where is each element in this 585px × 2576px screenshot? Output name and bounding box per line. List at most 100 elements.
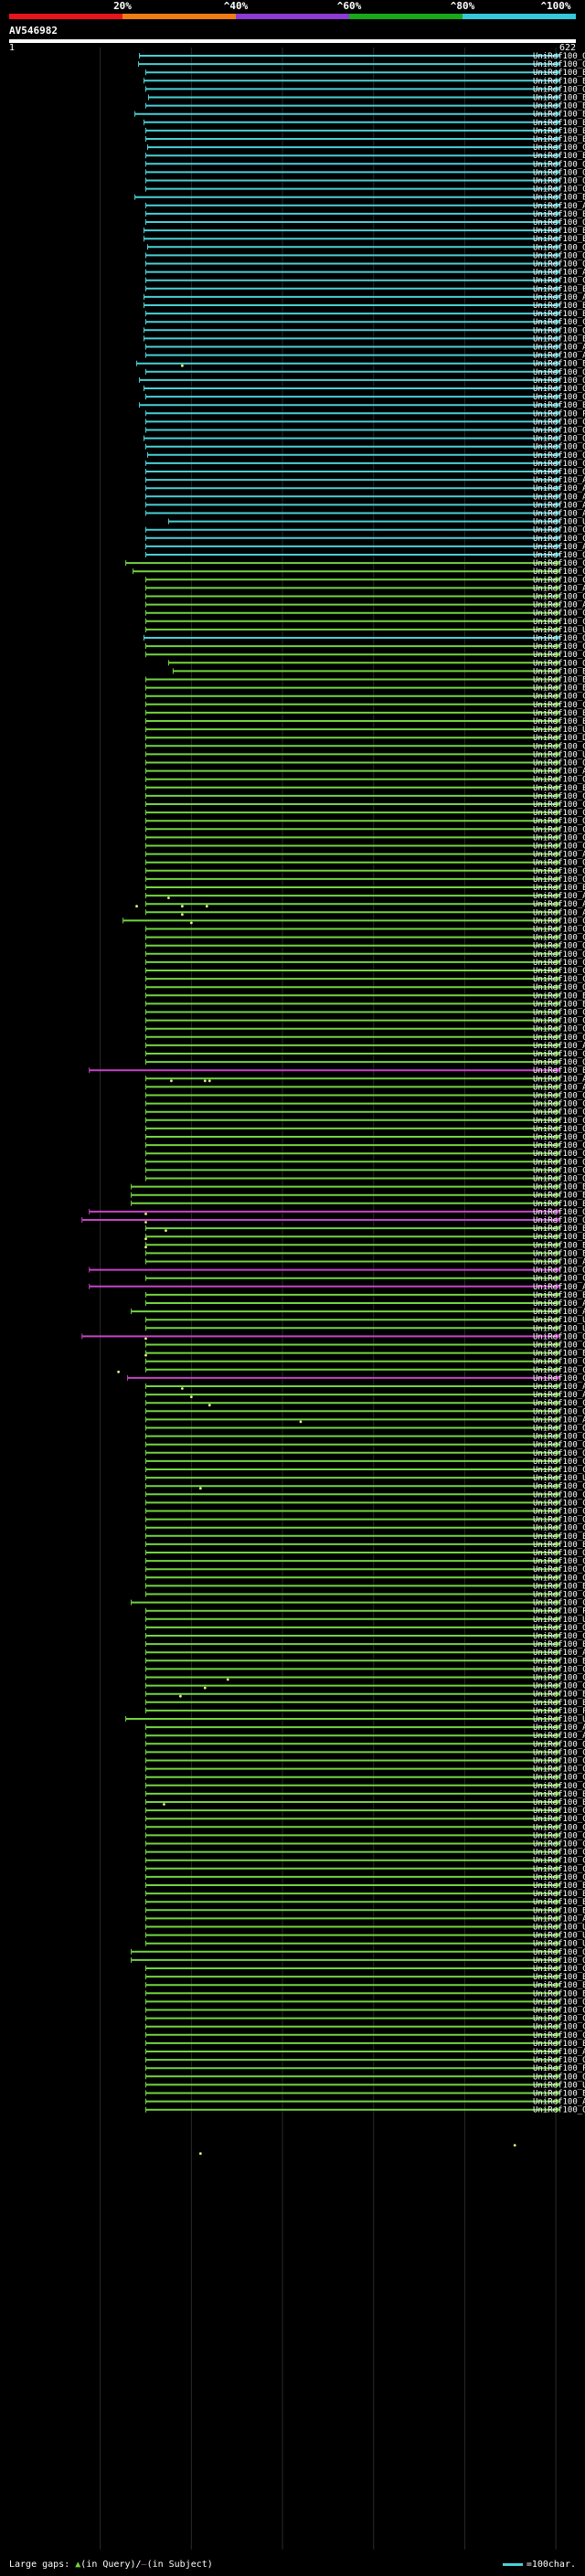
hit-label: UniRef100_C8B7N8 bbox=[533, 701, 585, 710]
hit-row: UniRef100_B7NN61 bbox=[145, 1224, 585, 1234]
hit-label: UniRef100_B6T574 bbox=[533, 334, 585, 344]
hit-label: UniRef100_C5K6E5 bbox=[533, 1025, 585, 1034]
hit-end-arrow bbox=[556, 1956, 561, 1964]
hit-row: UniRef100_B7LQH0 bbox=[145, 1532, 585, 1542]
hit-label: UniRef100_Q6MRF4 bbox=[533, 1407, 585, 1416]
hit-row: UniRef100_C2EKY0 bbox=[145, 1092, 585, 1101]
hit-end-arrow bbox=[556, 1175, 561, 1182]
hit-row: UniRef100_C1MPG0 bbox=[145, 642, 585, 652]
hit-end-arrow bbox=[556, 1308, 561, 1315]
hit-row: UniRef100_UP1000.. bbox=[145, 1932, 585, 1941]
hit-end-arrow bbox=[556, 2090, 561, 2096]
hit-label: UniRef100_B8KCD9 bbox=[533, 2040, 585, 2049]
hit-end-arrow bbox=[556, 959, 561, 966]
hit-label: UniRef100_C6JIT8 bbox=[533, 1141, 585, 1150]
query-gap-marker bbox=[178, 1694, 182, 1698]
hit-label: UniRef100_A9SVE0 bbox=[533, 1258, 585, 1267]
hit-label: UniRef100_C1E1P5 bbox=[533, 559, 585, 568]
hit-end-arrow bbox=[556, 1865, 561, 1872]
legend-segment-1 bbox=[9, 14, 122, 19]
hit-end-arrow bbox=[556, 1748, 561, 1755]
hit-row: UniRef100_C6KTA4 bbox=[145, 693, 585, 702]
hit-row: UniRef100_B9I600 bbox=[145, 210, 585, 219]
hit-label: UniRef100_B6AHM5 bbox=[533, 1183, 585, 1193]
hit-end-arrow bbox=[556, 243, 561, 250]
hit-label: UniRef100_C4ZLR1 bbox=[533, 460, 585, 469]
hit-row: UniRef100_A5BD69 bbox=[145, 352, 585, 361]
hit-end-arrow bbox=[556, 991, 561, 999]
query-gap-marker bbox=[203, 1686, 207, 1690]
legend-tick-label: ^40% bbox=[223, 0, 249, 12]
hit-end-arrow bbox=[556, 833, 561, 841]
hit-row: UniRef100_Q1Z459 bbox=[145, 1549, 585, 1558]
hit-end-arrow bbox=[556, 884, 561, 891]
hit-row: UniRef100_Q4GYU6 bbox=[145, 1441, 585, 1450]
hit-end-arrow bbox=[556, 451, 561, 459]
hit-label: UniRef100_C5NN60 bbox=[533, 1748, 585, 1757]
hit-end-arrow bbox=[556, 2031, 561, 2039]
hit-label: UniRef100_A5KXF5 bbox=[533, 1042, 585, 1051]
hit-end-arrow bbox=[556, 1324, 561, 1331]
hit-label: UniRef100_Q8YB20 bbox=[533, 2106, 585, 2115]
hit-end-arrow bbox=[556, 1050, 561, 1057]
hit-label: UniRef100_C1E515 bbox=[533, 576, 585, 585]
hit-label: UniRef100_Q1Z459 bbox=[533, 1549, 585, 1558]
hit-label: UniRef100_B6SNQ0 bbox=[533, 194, 585, 203]
hit-end-arrow bbox=[556, 1890, 561, 1897]
identity-legend-bar bbox=[9, 14, 576, 19]
hit-row: UniRef100_C5LLU8 bbox=[145, 1100, 585, 1109]
hit-end-arrow bbox=[556, 227, 561, 234]
hit-row: UniRef100_B7G967 bbox=[145, 884, 585, 893]
hit-end-arrow bbox=[556, 143, 561, 151]
hit-label: UniRef100_A8IJ45 bbox=[533, 1075, 585, 1084]
hit-label: UniRef100_D4BUB6 bbox=[533, 734, 585, 743]
hit-row: UniRef100_C5EEK3 bbox=[145, 1490, 585, 1500]
hit-end-arrow bbox=[556, 1425, 561, 1431]
hit-end-arrow bbox=[556, 1275, 561, 1282]
hit-row: UniRef100_B7JZ77 bbox=[145, 1798, 585, 1807]
hit-row: UniRef100_C2HMP6 bbox=[145, 1823, 585, 1832]
hit-label: UniRef100_Q2TSK0 bbox=[533, 776, 585, 785]
hit-row: UniRef100_Q7XKB5 bbox=[145, 160, 585, 169]
hit-label: UniRef100_UP1000.. bbox=[533, 1932, 585, 1941]
hit-label: UniRef100_UP1000.. bbox=[533, 626, 585, 635]
hit-end-arrow bbox=[556, 60, 561, 68]
hit-label: UniRef100_UP1000.. bbox=[533, 1715, 585, 1724]
hit-row: UniRef100_C2TUR0 bbox=[145, 2031, 585, 2041]
hit-label: UniRef100_Q5C3M7 bbox=[533, 1425, 585, 1434]
hit-row: UniRef100_B6KAT9 bbox=[145, 684, 585, 694]
hit-row: UniRef100_Q6FZ47 bbox=[145, 251, 585, 260]
hit-label: UniRef100_A9KEN9 bbox=[533, 2098, 585, 2107]
hit-label: UniRef100_A6BEF8 bbox=[533, 1308, 585, 1317]
hit-row: UniRef100_B9IPH8 bbox=[145, 310, 585, 319]
hit-end-arrow bbox=[556, 1682, 561, 1690]
hit-label: UniRef100_B0N830 bbox=[533, 1906, 585, 1915]
hit-end-arrow bbox=[556, 1216, 561, 1224]
hit-label: UniRef100_B9H2Z9 bbox=[533, 285, 585, 294]
hit-end-arrow bbox=[556, 1075, 561, 1082]
hit-row: UniRef100_Q8L7J5 bbox=[139, 376, 585, 386]
hit-end-arrow bbox=[556, 102, 561, 110]
hit-end-arrow bbox=[556, 1699, 561, 1706]
hit-end-arrow bbox=[556, 1092, 561, 1098]
hit-label: UniRef100_C5K6E1 bbox=[533, 1009, 585, 1018]
query-gap-marker bbox=[207, 1079, 211, 1083]
hit-label: UniRef100_B8B2T7 bbox=[533, 667, 585, 676]
hit-label: UniRef100_UP1000.. bbox=[533, 1324, 585, 1333]
hit-end-arrow bbox=[556, 809, 561, 816]
hit-row: UniRef100_B0N830 bbox=[145, 1906, 585, 1915]
hit-end-arrow bbox=[556, 1782, 561, 1789]
hit-label: UniRef100_C5REH4 bbox=[533, 792, 585, 801]
hit-row: UniRef100_Q8KT54 bbox=[145, 759, 585, 769]
hit-label: UniRef100_C3LWZ8 bbox=[533, 2007, 585, 2016]
hit-end-arrow bbox=[556, 1665, 561, 1672]
hit-end-arrow bbox=[556, 360, 561, 367]
hit-row: UniRef100_C1E515 bbox=[145, 576, 585, 585]
hit-end-arrow bbox=[556, 1350, 561, 1357]
footer-legend: Large gaps: ▲ (in Query)/ — (in Subject)… bbox=[9, 2558, 576, 2571]
hit-label: UniRef100_C5KPW2 bbox=[533, 917, 585, 926]
hit-end-arrow bbox=[556, 460, 561, 467]
legend-tick-label: ^100% bbox=[540, 0, 571, 12]
hit-label: UniRef100_Q8GGU8 bbox=[533, 1332, 585, 1341]
hit-end-arrow bbox=[556, 85, 561, 92]
